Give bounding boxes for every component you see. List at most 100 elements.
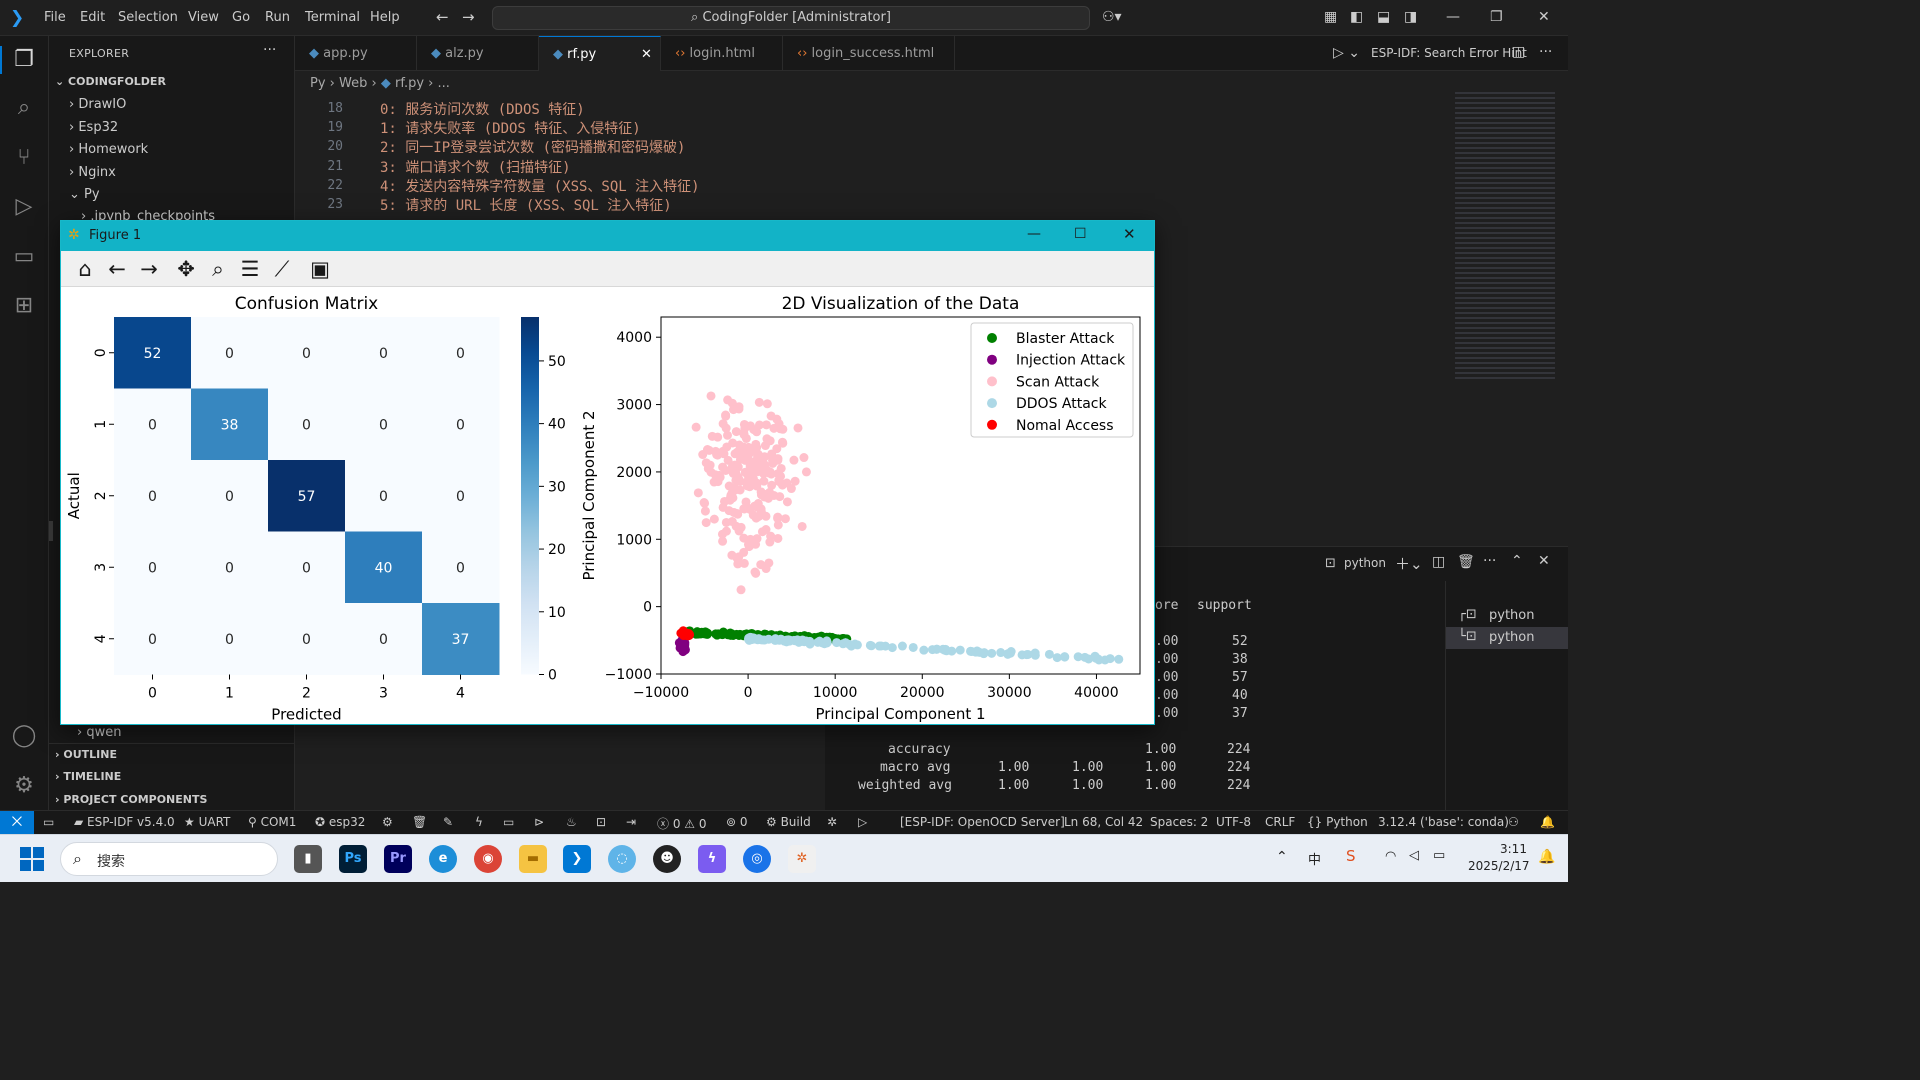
split-terminal-icon[interactable]: ◫ <box>1432 554 1446 570</box>
command-center-search[interactable]: ⌕ CodingFolder [Administrator] <box>492 6 1090 30</box>
figure-minimize-icon[interactable]: — <box>1027 226 1041 242</box>
kill-terminal-icon[interactable]: 🗑 <box>1457 554 1475 570</box>
clock-date[interactable]: 2025/2/17 <box>1468 859 1530 873</box>
target-chip[interactable]: ✪ esp32 <box>315 815 366 829</box>
line-ending[interactable]: CRLF <box>1265 815 1296 829</box>
battery-icon[interactable]: ▭ <box>1433 848 1446 863</box>
code-editor[interactable]: 18 0: 服务访问次数 (DDOS 特征) 19 1: 请求失败率 (DDOS… <box>295 96 1455 226</box>
esp-idf-version[interactable]: ▰ ESP-IDF v5.4.0 <box>74 815 175 829</box>
ports-indicator[interactable]: ⊚ 0 <box>726 815 748 829</box>
breadcrumb-web[interactable]: Web <box>339 76 368 91</box>
tab-close-icon[interactable]: ✕ <box>641 47 652 62</box>
build-button[interactable]: ⚙ Build <box>766 815 811 829</box>
figure-close-icon[interactable]: ✕ <box>1123 225 1136 243</box>
esp-idf-hint[interactable]: ESP-IDF: Search Error Hint <box>1371 46 1527 60</box>
encoding[interactable]: UTF-8 <box>1216 815 1251 829</box>
edge-icon[interactable]: e <box>429 845 457 873</box>
menu-view[interactable]: View <box>188 10 219 25</box>
run-python-icon[interactable]: ▷ ⌄ <box>1333 45 1360 61</box>
settings-gear-icon[interactable]: ⚙ <box>14 773 34 798</box>
remote-explorer-icon[interactable]: ▭ <box>13 244 35 269</box>
flash-icon[interactable]: ϟ <box>475 815 483 829</box>
wrench-icon[interactable]: ✎ <box>443 815 454 829</box>
browser-icon[interactable]: ◎ <box>743 845 771 873</box>
remote-indicator-icon[interactable]: ⨉ <box>0 811 34 834</box>
editor-scrollbar[interactable] <box>1556 92 1568 542</box>
figure-canvas[interactable]: 52 0 0 0 00 38 0 0 00 0 57 0 00 0 0 40 00 0 0 0 37Confusion … <box>61 221 1154 724</box>
tab-rf-py[interactable]: ◆ rf.py ✕ <box>539 36 661 71</box>
folder-homework[interactable]: › Homework <box>69 142 149 157</box>
terminal-list-item[interactable]: ┌⊡ python <box>1458 607 1535 623</box>
project-components-section[interactable]: › PROJECT COMPONENTS <box>55 793 208 806</box>
notification-icon[interactable]: 🔔 <box>1538 849 1556 865</box>
explorer-files-icon[interactable]: ❐ <box>14 47 34 72</box>
chrome-icon[interactable]: ◉ <box>474 845 502 873</box>
timeline-section[interactable]: › TIMELINE <box>55 770 122 783</box>
monitor-icon[interactable]: ▭ <box>503 815 515 829</box>
notifications-bell-icon[interactable]: 🔔 <box>1540 815 1555 829</box>
wifi-icon[interactable]: ◠ <box>1385 849 1397 864</box>
account-icon[interactable]: ◯ <box>11 723 37 748</box>
export-icon[interactable]: ⇥ <box>626 815 637 829</box>
layout-customize-icon[interactable]: ▦ <box>1324 9 1338 25</box>
close-icon[interactable]: ✕ <box>1538 9 1550 25</box>
app-icon[interactable]: ◌ <box>608 845 636 873</box>
breadcrumb-py[interactable]: Py <box>310 76 326 91</box>
new-terminal-icon[interactable]: ＋⌄ <box>1395 555 1423 573</box>
menu-selection[interactable]: Selection <box>118 10 178 25</box>
pan-move-icon[interactable]: ✥ <box>177 257 195 281</box>
source-control-icon[interactable]: ⑂ <box>17 145 31 170</box>
windows-start-icon[interactable] <box>20 847 44 871</box>
matplotlib-python-icon[interactable]: ✲ <box>788 845 816 873</box>
terminal-icon[interactable]: ⊡ <box>596 815 607 829</box>
more-actions-icon[interactable]: ··· <box>1483 553 1497 569</box>
file-explorer-icon[interactable]: ▬ <box>519 845 547 873</box>
gear-icon[interactable]: ⚙ <box>382 815 393 829</box>
copilot-icon[interactable]: ⚇▾ <box>1102 9 1122 25</box>
forward-arrow-icon[interactable]: → <box>462 8 475 26</box>
tray-app-icon[interactable]: S <box>1346 847 1356 865</box>
tab-app-py[interactable]: ◆ app.py <box>295 36 417 71</box>
cursor-position[interactable]: Ln 68, Col 42 <box>1064 815 1144 829</box>
debug-icon[interactable]: ⊳ <box>534 815 545 829</box>
more-actions-icon[interactable]: ··· <box>263 42 277 58</box>
folder-icon[interactable]: ▭ <box>43 815 55 829</box>
lightning-app-icon[interactable]: ϟ <box>698 845 726 873</box>
input-method-icon[interactable]: 中 <box>1308 853 1322 868</box>
toggle-secondary-sidebar-icon[interactable]: ◨ <box>1404 9 1418 25</box>
back-arrow-icon[interactable]: ← <box>436 8 449 26</box>
workspace-root[interactable]: ⌄ CODINGFOLDER <box>55 75 166 88</box>
com-port[interactable]: ⚲ COM1 <box>248 815 297 829</box>
copilot-icon[interactable]: ⚇ <box>1508 815 1519 829</box>
extensions-icon[interactable]: ⊞ <box>14 293 34 318</box>
folder-esp32[interactable]: › Esp32 <box>69 120 119 135</box>
close-panel-icon[interactable]: ✕ <box>1538 553 1550 569</box>
minimap[interactable] <box>1455 92 1555 382</box>
volume-icon[interactable]: ◁ <box>1409 848 1419 863</box>
save-figure-icon[interactable]: ▣ <box>310 257 330 281</box>
figure-maximize-icon[interactable]: ☐ <box>1074 226 1087 242</box>
openocd-server[interactable]: [ESP-IDF: OpenOCD Server] <box>900 815 1065 829</box>
flame-icon[interactable]: ♨ <box>566 815 577 829</box>
forward-arrow-icon[interactable]: → <box>140 257 158 281</box>
breadcrumb-symbol[interactable]: ... <box>437 76 450 91</box>
tab-login-success-html[interactable]: ‹› login_success.html <box>783 36 955 71</box>
outline-section[interactable]: › OUTLINE <box>55 748 117 761</box>
qq-icon[interactable]: ☻ <box>653 845 681 873</box>
toggle-panel-icon[interactable]: ⬓ <box>1377 9 1391 25</box>
folder-qwen[interactable]: › qwen <box>77 725 122 740</box>
clock-time[interactable]: 3:11 <box>1500 842 1527 856</box>
menu-go[interactable]: Go <box>232 10 251 25</box>
menu-file[interactable]: File <box>44 10 66 25</box>
breadcrumb-file[interactable]: rf.py <box>394 76 425 91</box>
restore-icon[interactable]: ❐ <box>1490 9 1503 25</box>
more-actions-icon[interactable]: ··· <box>1539 44 1553 60</box>
trash-icon[interactable]: 🗑 <box>412 815 428 829</box>
photoshop-icon[interactable]: Ps <box>339 845 367 873</box>
menu-run[interactable]: Run <box>265 10 290 25</box>
terminal-name[interactable]: python <box>1344 556 1386 570</box>
run-icon[interactable]: ▷ <box>858 815 868 829</box>
show-hidden-icons-icon[interactable]: ⌃ <box>1276 849 1288 865</box>
menu-help[interactable]: Help <box>370 10 400 25</box>
menu-edit[interactable]: Edit <box>80 10 106 25</box>
